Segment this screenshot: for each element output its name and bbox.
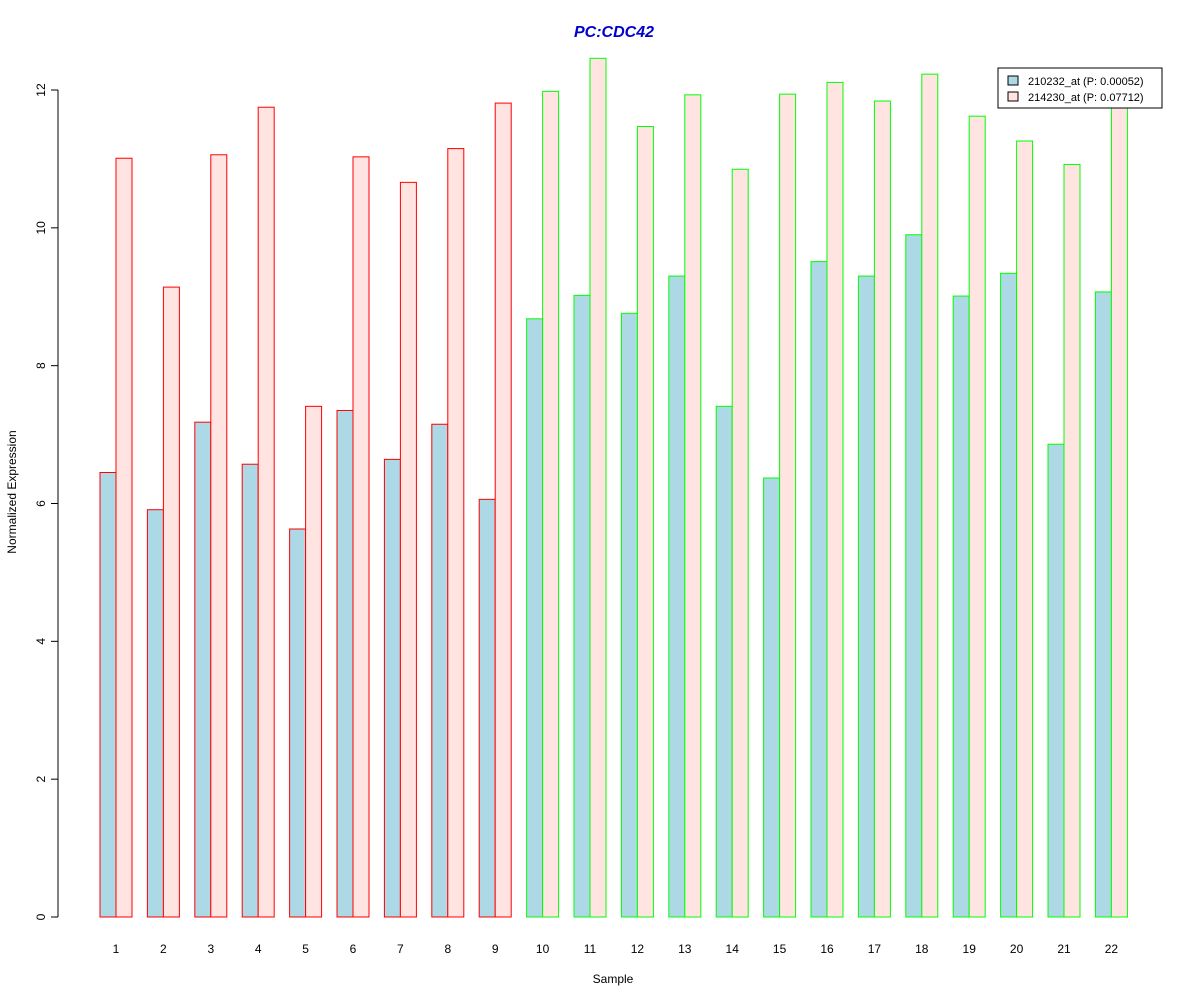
x-tick-label: 10 <box>536 942 550 956</box>
bar-14-series-1 <box>715 405 733 918</box>
chart-title: PC:CDC42 <box>574 24 654 41</box>
x-tick-label: 7 <box>397 942 404 956</box>
y-tick-label: 10 <box>34 221 48 235</box>
bar-20-series-1 <box>1000 272 1018 918</box>
legend-box <box>997 67 1163 109</box>
x-tick-label: 15 <box>773 942 787 956</box>
x-tick-label: 13 <box>678 942 692 956</box>
bar-13-series-1 <box>668 275 686 918</box>
x-tick-label: 14 <box>726 942 740 956</box>
x-tick-label: 16 <box>820 942 834 956</box>
bar-10-series-2 <box>542 90 560 918</box>
bar-21-series-2 <box>1063 163 1081 918</box>
bar-3-series-1 <box>194 421 212 918</box>
legend: 210232_at (P: 0.00052) 214230_at (P: 0.07… <box>997 67 1163 109</box>
y-axis-label: Normalized Expression <box>5 430 19 553</box>
bar-3-series-2 <box>210 154 228 918</box>
x-tick-label: 19 <box>963 942 977 956</box>
x-tick-label: 18 <box>915 942 929 956</box>
y-axis: 0 2 4 6 8 10 12 <box>34 83 59 920</box>
bar-7-series-1 <box>383 458 401 918</box>
bar-11-series-2 <box>589 57 607 918</box>
bar-12-series-1 <box>620 312 638 918</box>
bar-20-series-2 <box>1016 140 1034 918</box>
x-tick-label: 8 <box>444 942 451 956</box>
x-tick-label: 4 <box>255 942 262 956</box>
bar-18-series-2 <box>921 73 939 918</box>
x-axis-label: Sample <box>593 972 634 986</box>
bar-22-series-1 <box>1094 291 1112 918</box>
x-tick-label: 6 <box>350 942 357 956</box>
legend-label-2: 214230_at (P: 0.07712) <box>1028 92 1144 104</box>
bar-16-series-2 <box>826 81 844 918</box>
x-tick-label: 11 <box>584 942 597 956</box>
bar-8-series-2 <box>447 148 465 918</box>
x-tick-label: 2 <box>160 942 167 956</box>
bar-4-series-2 <box>257 106 275 918</box>
y-tick-label: 8 <box>34 362 48 369</box>
bar-9-series-2 <box>494 102 512 918</box>
bar-14-series-2 <box>731 168 749 918</box>
bar-18-series-1 <box>905 234 923 918</box>
bar-11-series-1 <box>573 294 591 918</box>
x-tick-label: 12 <box>631 942 645 956</box>
bar-22-series-2 <box>1110 106 1128 918</box>
x-tick-label: 17 <box>868 942 882 956</box>
bar-5-series-1 <box>289 528 307 918</box>
bar-10-series-1 <box>526 318 544 918</box>
x-tick-label: 20 <box>1010 942 1024 956</box>
legend-swatch-2 <box>1007 91 1019 102</box>
bar-5-series-2 <box>305 405 323 918</box>
bars-group <box>99 57 1128 918</box>
x-tick-label: 5 <box>302 942 309 956</box>
bar-4-series-1 <box>241 463 259 918</box>
bar-6-series-2 <box>352 156 370 918</box>
x-tick-label: 22 <box>1105 942 1119 956</box>
bar-2-series-1 <box>146 509 164 918</box>
y-tick-label: 2 <box>34 776 48 783</box>
bar-16-series-1 <box>810 261 828 918</box>
bar-17-series-2 <box>873 100 891 918</box>
legend-label-1: 210232_at (P: 0.00052) <box>1028 76 1144 88</box>
bar-1-series-2 <box>115 157 133 918</box>
y-tick-label: 6 <box>34 500 48 507</box>
bar-13-series-2 <box>684 94 702 918</box>
y-tick-label: 0 <box>34 913 48 920</box>
bar-6-series-1 <box>336 409 354 918</box>
bar-21-series-1 <box>1047 443 1065 918</box>
bar-19-series-1 <box>952 295 970 918</box>
bar-15-series-2 <box>779 93 797 918</box>
legend-swatch-1 <box>1007 75 1019 86</box>
bar-8-series-1 <box>431 423 449 918</box>
x-tick-labels: 1 2 3 4 5 6 7 8 9 10 11 12 13 14 15 16 17 18 19 20 21 22 <box>113 942 1119 956</box>
bar-9-series-1 <box>478 498 496 918</box>
x-tick-label: 3 <box>207 942 214 956</box>
bar-1-series-1 <box>99 471 117 918</box>
y-tick-label: 12 <box>34 83 48 97</box>
bar-15-series-1 <box>763 477 781 918</box>
bar-12-series-2 <box>636 126 654 918</box>
y-tick-label: 4 <box>34 638 48 645</box>
bar-7-series-2 <box>399 181 417 918</box>
bar-17-series-1 <box>857 275 875 918</box>
x-tick-label: 9 <box>492 942 499 956</box>
x-tick-label: 21 <box>1057 942 1071 956</box>
bar-2-series-2 <box>162 286 180 918</box>
x-tick-label: 1 <box>113 942 120 956</box>
bar-19-series-2 <box>968 115 986 918</box>
